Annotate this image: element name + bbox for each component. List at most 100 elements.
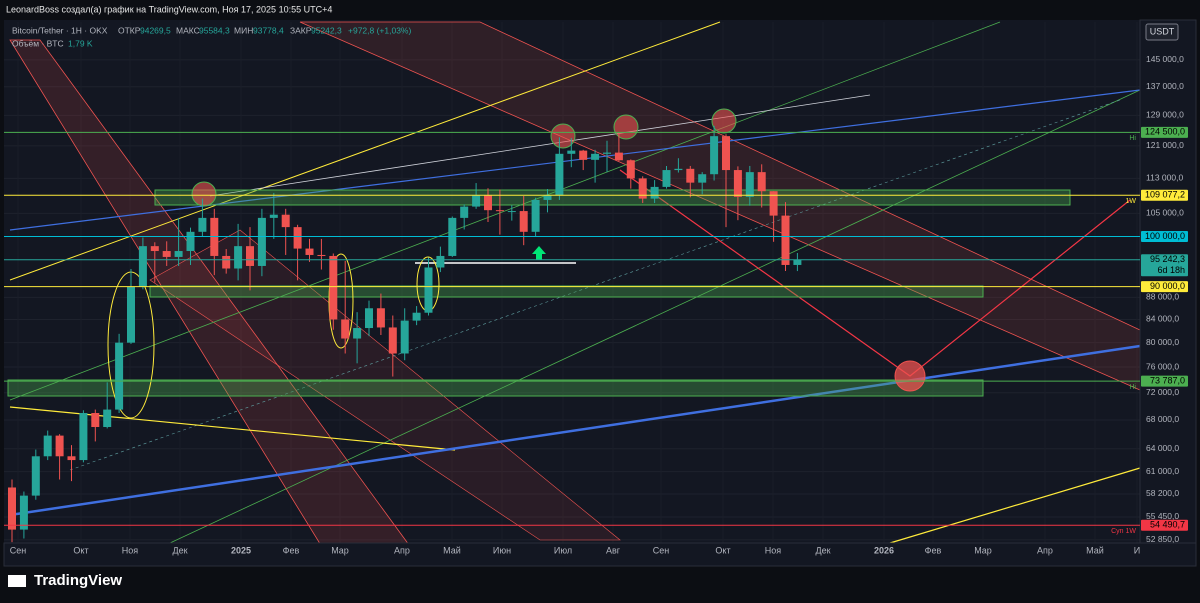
candle-body bbox=[162, 251, 171, 257]
legend-symbol: Bitcoin/Tether · 1Н · OKX bbox=[12, 25, 108, 35]
y-tick-label: 121 000,0 bbox=[1146, 140, 1184, 150]
candle-body bbox=[424, 267, 433, 313]
level-note: Cyn 1W bbox=[1111, 528, 1136, 535]
candle-body bbox=[234, 246, 243, 269]
legend-value: 95242,3 bbox=[311, 25, 342, 35]
legend-label: ОТКР bbox=[118, 25, 141, 35]
candle-body bbox=[591, 153, 600, 160]
candle-body bbox=[269, 214, 278, 218]
candle-body bbox=[353, 328, 362, 339]
candle-body bbox=[127, 286, 135, 343]
price-tag-label: 90 000,0 bbox=[1150, 281, 1185, 291]
candle-body bbox=[31, 456, 40, 496]
candle-body bbox=[757, 172, 766, 192]
x-tick-label: Сен bbox=[653, 545, 670, 555]
candle-body bbox=[281, 214, 290, 228]
candle-body bbox=[91, 413, 100, 428]
candle-body bbox=[293, 227, 302, 249]
ellipse bbox=[328, 253, 354, 349]
legend-value: 95584,3 bbox=[199, 25, 230, 35]
candle-body bbox=[686, 168, 695, 183]
caption: LeonardBoss создал(а) график на TradingV… bbox=[6, 4, 332, 14]
x-tick-label: Окт bbox=[73, 545, 88, 555]
candle-body bbox=[531, 199, 540, 232]
x-tick-label: Апр bbox=[1037, 545, 1053, 555]
legend-change: +972,8 (+1,03%) bbox=[348, 25, 411, 35]
candle-body bbox=[710, 136, 719, 175]
candle-body bbox=[436, 255, 445, 268]
level-note: 1W bbox=[1126, 198, 1137, 205]
price-tag-label: 100 000,0 bbox=[1145, 231, 1185, 241]
x-tick-label: Апр bbox=[394, 545, 410, 555]
candle-body bbox=[400, 320, 409, 354]
zone bbox=[149, 285, 984, 298]
currency-button[interactable] bbox=[1145, 23, 1179, 41]
circle-marker bbox=[894, 360, 926, 392]
candle-body bbox=[150, 246, 159, 252]
candle-body bbox=[257, 217, 266, 266]
candle-body bbox=[769, 191, 778, 216]
price-tag-label: 73 787,0 bbox=[1150, 375, 1185, 385]
candle-body bbox=[186, 231, 195, 252]
price-tag bbox=[1141, 126, 1188, 138]
candle-body bbox=[614, 152, 623, 161]
candle-body bbox=[198, 217, 207, 232]
y-tick-label: 76 000,0 bbox=[1146, 361, 1179, 371]
price-tag bbox=[1141, 281, 1188, 293]
y-tick-label: 58 200,0 bbox=[1146, 488, 1179, 498]
candle-body bbox=[317, 254, 326, 256]
x-tick-label: Дек bbox=[815, 545, 830, 555]
candle-body bbox=[781, 215, 790, 265]
price-tag bbox=[1141, 231, 1188, 243]
candle-body bbox=[103, 409, 112, 428]
x-tick-label: 2026 bbox=[874, 545, 894, 555]
candle-body bbox=[662, 170, 671, 187]
x-tick-label: Май bbox=[1086, 545, 1104, 555]
x-tick-label: Фев bbox=[283, 545, 300, 555]
candle-body bbox=[555, 153, 564, 196]
x-tick-label: 2025 bbox=[231, 545, 251, 555]
zone bbox=[7, 379, 984, 397]
candle-body bbox=[376, 308, 385, 328]
price-tag bbox=[1141, 519, 1188, 531]
x-tick-label: Мар bbox=[974, 545, 992, 555]
candle-body bbox=[55, 435, 64, 457]
candle-body bbox=[8, 487, 16, 530]
x-tick-label: Ноя bbox=[122, 545, 139, 555]
y-tick-label: 105 000,0 bbox=[1146, 208, 1184, 218]
candle-body bbox=[567, 150, 576, 154]
level-note: Hi bbox=[1129, 384, 1136, 391]
candle-body bbox=[543, 195, 552, 200]
candle-body bbox=[79, 413, 88, 461]
candle-body bbox=[698, 174, 707, 183]
level-note: Hi bbox=[1129, 135, 1136, 142]
price-tag-label: 109 077,2 bbox=[1145, 190, 1185, 200]
legend-value: 93778,4 bbox=[253, 25, 284, 35]
candle-body bbox=[495, 210, 504, 212]
chart-panel bbox=[4, 20, 1196, 566]
x-tick-label: Ноя bbox=[765, 545, 782, 555]
time-axis bbox=[3, 542, 1197, 567]
candle-body bbox=[365, 308, 373, 329]
candle-body bbox=[174, 251, 183, 257]
y-tick-label: 64 000,0 bbox=[1146, 443, 1179, 453]
circle-marker bbox=[550, 123, 576, 149]
x-tick-label: Июн bbox=[493, 545, 511, 555]
candle-body bbox=[305, 248, 314, 255]
white-line bbox=[209, 94, 871, 197]
y-tick-label: 88 000,0 bbox=[1146, 292, 1179, 302]
candle-body bbox=[329, 255, 338, 320]
y-tick-label: 145 000,0 bbox=[1146, 54, 1184, 64]
candle-body bbox=[484, 195, 492, 211]
candle-body bbox=[793, 259, 802, 265]
y-tick-label: 55 450,0 bbox=[1146, 511, 1179, 521]
candle-body bbox=[43, 435, 52, 457]
blue-line bbox=[9, 344, 1141, 517]
candle-body bbox=[472, 195, 481, 207]
circle-marker bbox=[711, 108, 737, 134]
candle-body bbox=[222, 255, 231, 269]
price-tag-sub: 6d 18h bbox=[1157, 265, 1185, 275]
green-line bbox=[9, 21, 1001, 401]
currency[interactable]: USDT bbox=[1150, 26, 1175, 36]
